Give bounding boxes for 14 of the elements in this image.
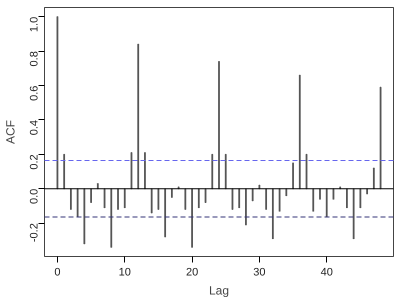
y-tick-label: -0.2	[28, 223, 40, 242]
x-axis-title: Lag	[208, 284, 230, 298]
y-tick-label: 0.8	[28, 51, 40, 66]
x-tick-label: 10	[118, 266, 131, 278]
y-axis-title: ACF	[4, 120, 18, 144]
x-tick-label: 30	[253, 266, 266, 278]
y-tick-label: 0.0	[28, 188, 40, 204]
x-tick-label: 40	[320, 266, 333, 278]
x-tick-label: 0	[54, 266, 60, 278]
y-tick-label: 0.4	[28, 120, 40, 136]
y-tick-label: 0.6	[28, 86, 40, 101]
y-tick-label: 1.0	[28, 16, 40, 32]
y-tick-label: 0.2	[28, 154, 40, 170]
x-tick-label: 20	[186, 266, 198, 278]
